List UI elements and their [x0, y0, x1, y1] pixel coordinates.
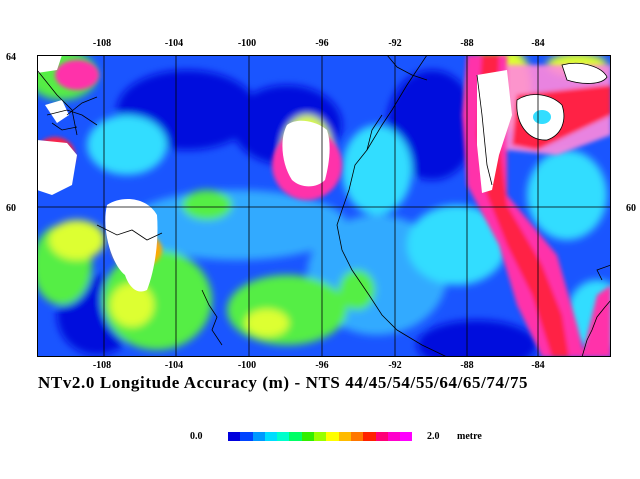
cyan-zone — [342, 125, 412, 215]
graticule — [37, 55, 611, 357]
lon-tick-bottom-104: -104 — [164, 360, 184, 371]
coastline-segment — [386, 55, 428, 81]
coastlines — [37, 55, 611, 357]
james-bay-coast — [581, 299, 611, 357]
legend-swatch-2 — [252, 432, 265, 441]
band-inner — [477, 55, 569, 357]
boundary-segment — [51, 122, 78, 131]
legend-swatch-9 — [338, 432, 351, 441]
green-zone — [182, 190, 232, 220]
white-area — [562, 63, 607, 84]
hudson-bay-west-coast — [336, 55, 448, 357]
white-area — [37, 140, 77, 195]
lon-tick-top-88: -88 — [460, 38, 474, 49]
cyan-zone — [527, 150, 607, 240]
legend-swatch-6 — [301, 432, 315, 441]
legend-swatch-11 — [363, 432, 376, 441]
lon-tick-top-108: -108 — [92, 38, 112, 49]
yellow-zone — [110, 283, 154, 327]
coastline-segment — [366, 114, 383, 151]
legend-swatch-10 — [350, 432, 364, 441]
lon-tick-top-96: -96 — [315, 38, 329, 49]
lon-tick-top-92: -92 — [388, 38, 402, 49]
legend-swatch-5 — [289, 432, 302, 441]
white-area — [37, 55, 62, 73]
boundary-segment — [96, 224, 163, 241]
legend-max-label: 2.0 — [427, 431, 440, 442]
yellow-zone — [49, 220, 105, 260]
yellow-zone — [245, 309, 289, 337]
map-frame — [37, 55, 611, 357]
deep-blue-zone — [417, 320, 537, 357]
lon-tick-top-100: -100 — [237, 38, 257, 49]
legend-swatch-12 — [375, 432, 388, 441]
map-title: NTv2.0 Longitude Accuracy (m) - NTS 44/4… — [38, 373, 529, 392]
legend-swatch-1 — [240, 432, 253, 441]
coats-island — [561, 62, 608, 84]
boundary-segment — [66, 96, 98, 116]
lat-tick-left-64: 64 — [6, 52, 16, 63]
coastline-segment — [596, 264, 611, 281]
legend-swatch-14 — [400, 432, 413, 441]
lon-tick-bottom-92: -92 — [388, 360, 402, 371]
legend-unit-label: metre — [457, 431, 482, 442]
accuracy-map — [37, 55, 611, 357]
coastline-segment — [476, 74, 493, 186]
white-area — [105, 199, 158, 292]
white-area — [282, 120, 330, 187]
boundary-segment — [46, 109, 98, 126]
white-area — [477, 70, 512, 193]
southampton-island — [516, 94, 565, 141]
lon-tick-bottom-100: -100 — [237, 360, 257, 371]
white-area — [45, 100, 69, 123]
lon-tick-top-84: -84 — [531, 38, 545, 49]
lon-tick-top-104: -104 — [164, 38, 184, 49]
lon-tick-bottom-84: -84 — [531, 360, 545, 371]
lat-tick-left-60: 60 — [6, 203, 16, 214]
lon-tick-bottom-108: -108 — [92, 360, 112, 371]
light-blue-zone — [127, 190, 347, 260]
legend-swatch-13 — [387, 432, 401, 441]
cyan-zone — [87, 115, 167, 175]
lon-tick-bottom-96: -96 — [315, 360, 329, 371]
legend-swatch-7 — [314, 432, 327, 441]
legend-swatch-4 — [277, 432, 290, 441]
legend-color-bar — [228, 432, 413, 441]
cyan-zone — [407, 205, 507, 285]
legend-swatch-3 — [264, 432, 278, 441]
green-zone — [227, 275, 347, 345]
boundary-segment — [201, 289, 223, 346]
inner-cyan-spot — [533, 110, 551, 124]
legend-swatch-8 — [326, 432, 339, 441]
boundary-segment — [37, 69, 78, 136]
magenta-zone — [55, 60, 99, 90]
legend-swatch-0 — [228, 432, 241, 441]
white-areas — [37, 55, 607, 292]
lat-tick-right-60: 60 — [626, 203, 636, 214]
lon-tick-bottom-88: -88 — [460, 360, 474, 371]
green-zone — [339, 270, 375, 310]
legend-min-label: 0.0 — [190, 431, 203, 442]
band-lower-right — [582, 285, 611, 357]
deep-blue-zone — [387, 70, 477, 180]
